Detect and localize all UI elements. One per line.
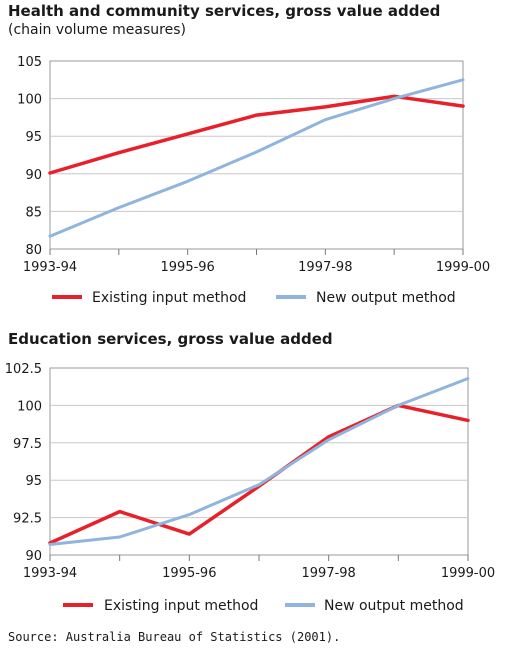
chart-1-subtitle: (chain volume measures) xyxy=(8,22,186,38)
y-tick-label: 100 xyxy=(17,399,42,414)
x-tick-label: 1997-98 xyxy=(302,566,356,581)
series-line-new-output xyxy=(48,78,465,238)
chart-2-title: Education services, gross value added xyxy=(8,330,333,348)
legend-label: Existing input method xyxy=(92,290,246,306)
health-chart: 80 85 90 95 100 105 1993-94 1995-96 1997-98 1999-… xyxy=(17,55,490,306)
y-tick-label: 95 xyxy=(25,474,42,489)
y-tick-label: 92.5 xyxy=(13,512,42,527)
plot-frame xyxy=(49,367,469,556)
y-tick-label: 100 xyxy=(17,93,42,108)
chart-1-title: Health and community services, gross val… xyxy=(8,2,441,20)
x-tick-label: 1999-00 xyxy=(441,566,495,581)
x-tick-label: 1995-96 xyxy=(162,566,216,581)
y-tick-label: 90 xyxy=(25,549,42,564)
y-tick-label: 97.5 xyxy=(13,437,42,452)
source-note: Source: Australia Bureau of Statistics (… xyxy=(8,630,341,644)
x-tick-label: 1995-96 xyxy=(161,260,215,275)
y-tick-label: 95 xyxy=(25,130,42,145)
y-tick-label: 105 xyxy=(17,55,42,70)
education-chart: 90 92.5 95 97.5 100 102.5 1993-94 1995-96 1997-9… xyxy=(5,362,495,614)
series-line-new-output xyxy=(48,377,470,546)
legend-label: New output method xyxy=(324,598,464,614)
y-tick-label: 102.5 xyxy=(5,362,42,377)
x-tick-label: 1993-94 xyxy=(23,260,77,275)
y-tick-label: 85 xyxy=(25,205,42,220)
y-tick-label: 80 xyxy=(25,243,42,258)
series-line-existing-input xyxy=(48,94,465,175)
y-tick-label: 90 xyxy=(25,168,42,183)
legend-label: New output method xyxy=(316,290,456,306)
x-tick-label: 1997-98 xyxy=(298,260,352,275)
x-tick-label: 1999-00 xyxy=(436,260,490,275)
legend-label: Existing input method xyxy=(104,598,258,614)
x-tick-label: 1993-94 xyxy=(23,566,77,581)
plot-frame xyxy=(49,60,464,250)
